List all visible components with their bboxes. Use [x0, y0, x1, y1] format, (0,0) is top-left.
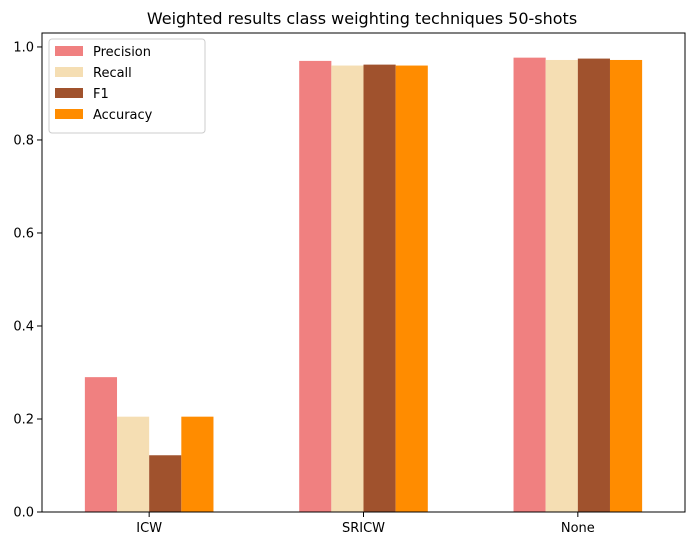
legend-label-f1: F1 — [93, 87, 109, 102]
bar-recall-none — [545, 59, 578, 512]
legend-swatch-recall — [55, 67, 83, 77]
x-tick-label: ICW — [136, 521, 162, 536]
legend-label-precision: Precision — [93, 45, 151, 60]
legend-box — [48, 38, 206, 134]
bar-recall-sricw — [331, 65, 364, 513]
legend-swatch-precision — [55, 46, 83, 56]
legend: Precision Recall F1 Accuracy — [48, 38, 206, 134]
bar-accuracy-sricw — [395, 65, 428, 513]
bar-f1-sricw — [363, 64, 396, 513]
legend-swatch-f1 — [55, 88, 83, 98]
x-tick-label: SRICW — [342, 521, 385, 536]
chart-title: Weighted results class weighting techniq… — [147, 9, 577, 28]
bar-recall-icw — [117, 416, 150, 512]
y-tick-label: 0.4 — [13, 319, 34, 334]
bars-group — [84, 57, 643, 513]
bar-precision-none — [513, 57, 546, 513]
bar-accuracy-icw — [181, 416, 214, 512]
y-tick-label: 0.6 — [13, 226, 34, 241]
bar-precision-sricw — [299, 60, 332, 513]
legend-label-accuracy: Accuracy — [93, 108, 153, 123]
legend-label-recall: Recall — [93, 66, 132, 81]
bar-f1-icw — [149, 455, 182, 512]
bar-precision-icw — [84, 377, 118, 512]
bar-f1-none — [577, 58, 610, 512]
y-tick-label: 1.0 — [13, 40, 34, 55]
y-tick-label: 0.0 — [13, 506, 34, 521]
bar-accuracy-none — [609, 59, 643, 512]
axes-group: 0.0 0.2 0.4 0.6 0.8 1.0 ICW SRICW None — [13, 32, 686, 536]
x-tick-label: None — [561, 521, 595, 536]
y-tick-label: 0.8 — [13, 133, 34, 148]
legend-swatch-accuracy — [55, 109, 83, 119]
y-tick-label: 0.2 — [13, 412, 34, 427]
